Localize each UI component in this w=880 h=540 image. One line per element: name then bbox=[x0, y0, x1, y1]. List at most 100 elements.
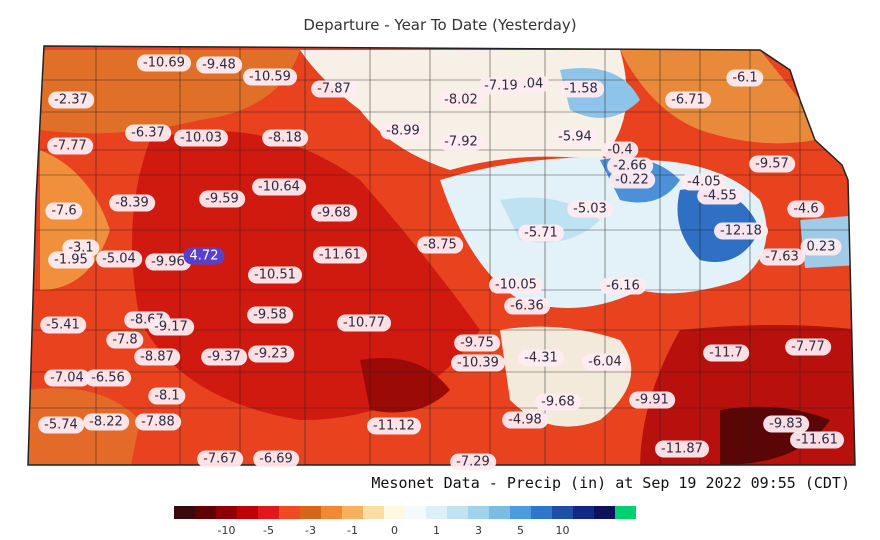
station-value-label: -8.18 bbox=[262, 129, 308, 147]
legend-swatch bbox=[531, 506, 552, 519]
station-value-label: -4.98 bbox=[502, 411, 548, 429]
station-value-label: -7.29 bbox=[450, 453, 496, 471]
legend-swatch bbox=[342, 506, 363, 519]
station-value-label: -6.69 bbox=[253, 450, 299, 468]
station-value-label: -10.77 bbox=[337, 314, 391, 332]
station-value-label: -6.37 bbox=[125, 124, 171, 142]
station-value-label: -8.87 bbox=[134, 348, 180, 366]
station-value-label: -7.19 bbox=[478, 77, 524, 95]
station-value-label: -10.05 bbox=[489, 276, 543, 294]
legend-tick-label: -1 bbox=[347, 524, 358, 537]
map-title: Departure - Year To Date (Yesterday) bbox=[303, 16, 577, 34]
legend-swatch bbox=[384, 506, 405, 519]
legend-swatch bbox=[195, 506, 216, 519]
station-value-label: -7.04 bbox=[44, 369, 90, 387]
station-value-label: -7.67 bbox=[197, 450, 243, 468]
station-value-label: -6.16 bbox=[600, 277, 646, 295]
legend-swatch bbox=[573, 506, 594, 519]
legend-swatch bbox=[468, 506, 489, 519]
station-value-label: -6.36 bbox=[504, 297, 550, 315]
station-value-label: -9.68 bbox=[311, 204, 357, 222]
station-value-label: -6.04 bbox=[582, 353, 628, 371]
station-value-label: -0.22 bbox=[609, 171, 655, 189]
station-value-label: -1.58 bbox=[558, 80, 604, 98]
station-value-label: -9.96 bbox=[145, 253, 191, 271]
legend-swatch bbox=[258, 506, 279, 519]
station-value-label: -8.99 bbox=[380, 122, 426, 140]
data-caption: Mesonet Data - Precip (in) at Sep 19 202… bbox=[371, 474, 850, 492]
station-value-label: -11.7 bbox=[703, 344, 749, 362]
station-value-label: -4.55 bbox=[697, 187, 743, 205]
station-value-label: -7.8 bbox=[106, 331, 144, 349]
station-value-label: -5.04 bbox=[96, 250, 142, 268]
station-value-label: -9.57 bbox=[749, 155, 795, 173]
legend-tick-label: 10 bbox=[555, 524, 570, 537]
station-value-label: -7.87 bbox=[311, 80, 357, 98]
station-value-label: -9.75 bbox=[454, 334, 500, 352]
station-value-label: -10.03 bbox=[174, 129, 228, 147]
station-value-label: -6.71 bbox=[665, 91, 711, 109]
station-value-label: -10.39 bbox=[451, 354, 505, 372]
legend-swatch bbox=[510, 506, 531, 519]
legend-swatch bbox=[426, 506, 447, 519]
legend-swatch bbox=[405, 506, 426, 519]
legend-tick-label: -3 bbox=[305, 524, 316, 537]
station-value-label: -7.77 bbox=[47, 137, 93, 155]
station-value-label: 0.23 bbox=[800, 238, 842, 256]
station-value-label: -9.83 bbox=[763, 415, 809, 433]
station-value-label: -8.39 bbox=[109, 194, 155, 212]
station-value-label: -10.69 bbox=[137, 54, 191, 72]
legend-swatch bbox=[594, 506, 615, 519]
station-value-label: -11.87 bbox=[655, 440, 709, 458]
station-value-label: -8.75 bbox=[417, 236, 463, 254]
station-value-label: -9.58 bbox=[247, 306, 293, 324]
legend-swatch bbox=[321, 506, 342, 519]
station-value-label: -11.61 bbox=[790, 431, 844, 449]
legend-swatch bbox=[174, 506, 195, 519]
station-value-label: -8.22 bbox=[83, 413, 129, 431]
station-value-label: -9.17 bbox=[148, 318, 194, 336]
legend-swatch bbox=[237, 506, 258, 519]
station-value-label: -5.41 bbox=[40, 316, 86, 334]
legend-swatch bbox=[216, 506, 237, 519]
station-value-label: -9.23 bbox=[248, 345, 294, 363]
station-value-label: -7.63 bbox=[759, 248, 805, 266]
station-value-label: -9.37 bbox=[201, 348, 247, 366]
legend-tick-label: 0 bbox=[391, 524, 398, 537]
station-value-label: -4.31 bbox=[518, 349, 564, 367]
station-value-label: -0.4 bbox=[601, 141, 639, 159]
station-value-label: -11.12 bbox=[367, 417, 421, 435]
station-value-label: -4.6 bbox=[787, 200, 825, 218]
station-value-label: -6.56 bbox=[85, 369, 131, 387]
station-value-label: -9.59 bbox=[199, 190, 245, 208]
legend-swatch bbox=[363, 506, 384, 519]
legend-swatch bbox=[279, 506, 300, 519]
station-value-label: -8.02 bbox=[438, 91, 484, 109]
station-value-label: -9.48 bbox=[196, 56, 242, 74]
station-value-label: -5.03 bbox=[567, 200, 613, 218]
station-value-label: -10.64 bbox=[252, 178, 306, 196]
legend-swatch bbox=[489, 506, 510, 519]
station-value-label: -7.92 bbox=[438, 133, 484, 151]
station-value-label: -11.61 bbox=[313, 246, 367, 264]
station-value-label: -7.88 bbox=[135, 413, 181, 431]
station-value-label: -9.68 bbox=[535, 393, 581, 411]
station-value-label: -9.91 bbox=[629, 391, 675, 409]
station-value-label: -4.05 bbox=[681, 173, 727, 191]
station-value-label: -1.95 bbox=[48, 251, 94, 269]
legend-swatch bbox=[615, 506, 636, 519]
legend-tick-label: -5 bbox=[263, 524, 274, 537]
station-value-label: -10.51 bbox=[248, 266, 302, 284]
legend-tick-label: 3 bbox=[475, 524, 482, 537]
legend-tick-label: 1 bbox=[433, 524, 440, 537]
station-value-label: -5.74 bbox=[38, 416, 84, 434]
station-value-label: -10.59 bbox=[243, 68, 297, 86]
station-value-label: .04 bbox=[516, 75, 550, 93]
station-value-label: 4.72 bbox=[183, 247, 225, 265]
station-value-label: -6.1 bbox=[726, 69, 764, 87]
station-value-label: -7.77 bbox=[785, 338, 831, 356]
station-value-label: -5.71 bbox=[518, 224, 564, 242]
legend-tick-label: 5 bbox=[517, 524, 524, 537]
legend-swatch bbox=[300, 506, 321, 519]
station-value-label: -2.37 bbox=[48, 91, 94, 109]
